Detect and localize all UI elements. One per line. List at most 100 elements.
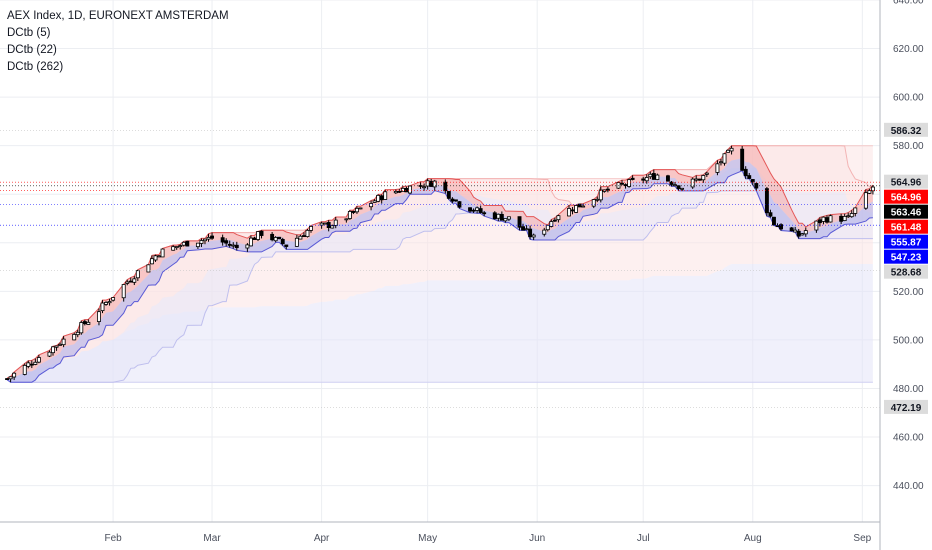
- x-tick-label: Apr: [314, 533, 330, 544]
- candle-body: [404, 187, 409, 193]
- candle-body: [870, 186, 875, 192]
- candle-body: [549, 221, 554, 227]
- y-tick-label: 600.00: [893, 93, 924, 104]
- candle-body: [333, 219, 338, 226]
- candle-body: [517, 216, 522, 228]
- candle-body: [528, 228, 533, 238]
- chart-title: AEX Index, 1D, EURONEXT AMSTERDAM: [7, 10, 229, 22]
- candle-body: [644, 177, 649, 182]
- candle-body: [252, 237, 257, 240]
- candle-body: [270, 233, 275, 241]
- candle-body: [104, 302, 108, 305]
- candle-body: [97, 311, 101, 322]
- candle-body: [330, 225, 335, 229]
- candle-body: [482, 212, 487, 215]
- price-badge: [884, 249, 928, 264]
- candle-body: [234, 244, 239, 249]
- candle-body: [846, 215, 851, 218]
- candle-body: [195, 242, 200, 248]
- candle-body: [680, 187, 685, 190]
- candle-body: [174, 246, 179, 249]
- candle-body: [107, 301, 112, 304]
- candle-body: [210, 235, 214, 239]
- dctb-5-lower-line: [6, 170, 873, 383]
- candle-body: [825, 217, 829, 223]
- candle-body: [499, 213, 504, 221]
- candle-body: [12, 372, 17, 378]
- candle-body: [432, 180, 437, 188]
- price-badge: [884, 264, 928, 279]
- candle-body: [475, 207, 480, 211]
- candle-body: [397, 190, 402, 193]
- candle-body: [256, 231, 260, 240]
- candle-body: [273, 237, 278, 242]
- indicator-dctb-22[interactable]: DCtb (22): [7, 44, 57, 56]
- candle-body: [775, 225, 780, 228]
- candle-body: [160, 248, 165, 258]
- candle-body: [206, 236, 211, 240]
- dctb-22-lower-line: [6, 190, 873, 383]
- candle-body: [651, 173, 656, 180]
- candle-body: [524, 228, 529, 231]
- candle-body: [121, 284, 126, 299]
- candle-body: [722, 153, 727, 164]
- candle-body: [86, 321, 91, 325]
- candle-body: [620, 182, 624, 185]
- candle-body: [814, 220, 819, 231]
- x-tick-label: Feb: [104, 533, 122, 544]
- candle-body: [153, 255, 158, 261]
- candle-body: [245, 244, 250, 249]
- y-tick-label: 500.00: [893, 335, 924, 346]
- candle-body: [383, 191, 388, 200]
- candle-body: [849, 213, 854, 218]
- candle-body: [178, 245, 183, 247]
- candle-body: [376, 194, 381, 202]
- y-tick-label: 480.00: [893, 384, 924, 395]
- candle-body: [54, 345, 59, 348]
- candle-body: [22, 364, 27, 375]
- candle-body: [305, 229, 310, 238]
- candle-body: [828, 215, 833, 223]
- price-badge-label: 472.19: [891, 403, 922, 414]
- candle-body: [627, 179, 632, 187]
- price-badge: [884, 174, 928, 189]
- price-badge-label: 528.68: [891, 268, 922, 279]
- candle-body: [768, 212, 773, 217]
- x-tick-label: Sep: [853, 533, 871, 544]
- x-tick-label: Aug: [744, 533, 762, 544]
- candle-body: [425, 180, 430, 187]
- candle-body: [443, 181, 448, 192]
- price-badge-label: 586.32: [891, 126, 922, 137]
- price-badge: [884, 219, 928, 234]
- candle-body: [570, 209, 575, 212]
- indicator-dctb-262[interactable]: DCtb (262): [7, 61, 64, 73]
- candle-body: [150, 258, 154, 265]
- candle-body: [280, 239, 285, 245]
- candle-body: [803, 230, 808, 235]
- candle-body: [422, 186, 427, 189]
- candle-body: [605, 188, 610, 191]
- candle-body: [842, 215, 847, 222]
- x-tick-label: May: [418, 533, 437, 544]
- candle-body: [450, 198, 455, 202]
- candle-body: [429, 180, 434, 187]
- candle-body: [75, 331, 80, 336]
- price-badge-label: 563.46: [891, 208, 922, 219]
- candle-body: [199, 240, 204, 244]
- x-tick-label: Mar: [203, 533, 221, 544]
- indicator-dctb-5[interactable]: DCtb (5): [7, 27, 51, 39]
- y-tick-label: 580.00: [893, 141, 924, 152]
- candle-body: [503, 218, 508, 222]
- candle-body: [478, 208, 483, 213]
- candle-body: [496, 213, 501, 219]
- price-badge-label: 564.96: [891, 178, 922, 189]
- candle-body: [284, 244, 289, 247]
- candle-body: [796, 230, 801, 237]
- candle-body: [602, 189, 607, 192]
- candle-body: [793, 229, 798, 233]
- candle-body: [574, 205, 579, 213]
- price-badge: [884, 122, 928, 137]
- price-badge-label: 564.96: [891, 193, 922, 204]
- candle-body: [277, 236, 282, 240]
